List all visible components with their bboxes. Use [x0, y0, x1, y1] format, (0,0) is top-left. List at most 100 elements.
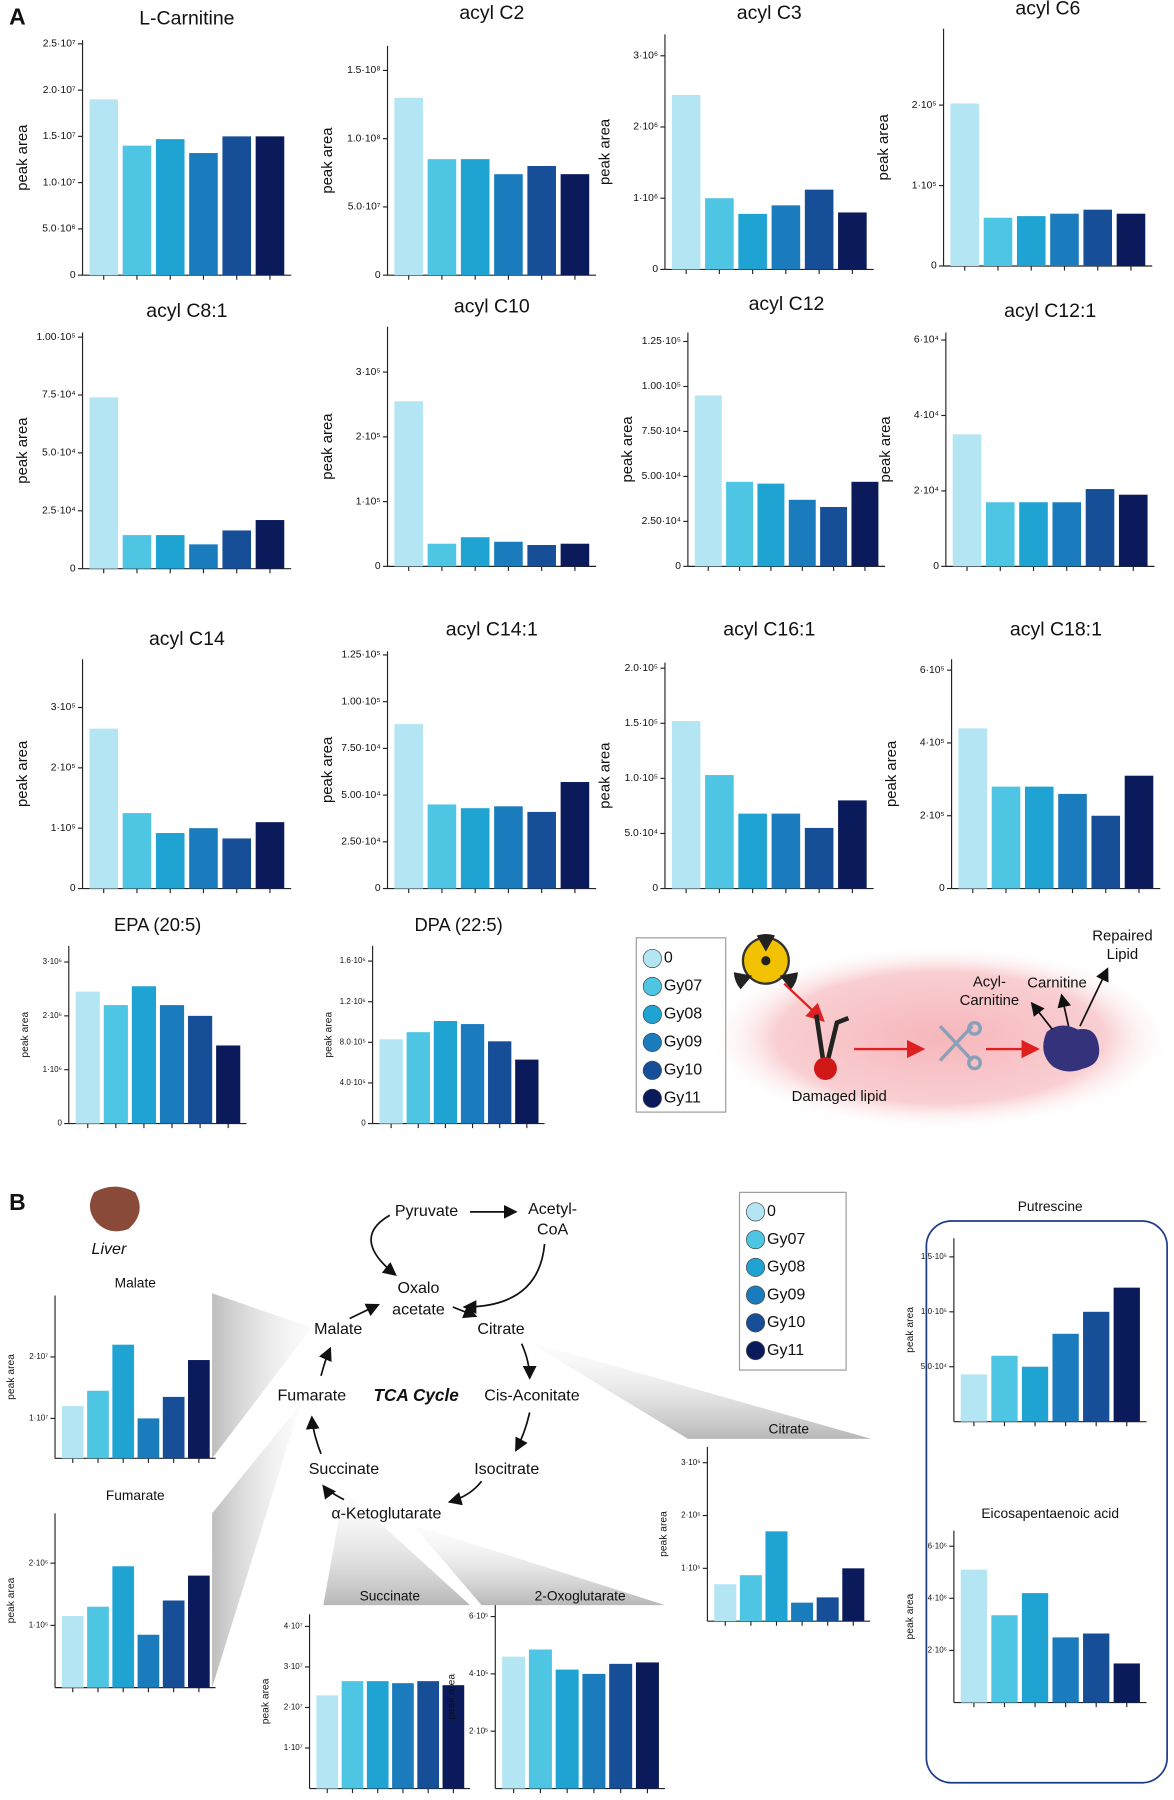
bar	[379, 1039, 403, 1124]
bar	[820, 507, 848, 567]
bar	[694, 395, 722, 567]
chart-title: 2-Oxoglutarate	[535, 1589, 626, 1604]
bar	[705, 775, 734, 889]
bar	[87, 1606, 109, 1688]
chart: acyl C12 peak area 0 2.50·10⁴ 5.00·10⁴ 7.50·1…	[620, 293, 886, 572]
y-tick-label: 1·10⁶	[633, 193, 658, 204]
bar	[137, 1418, 160, 1459]
legend-label: Gy09	[767, 1285, 805, 1303]
bar	[609, 1663, 633, 1789]
schematic-label: Damaged lipid	[792, 1089, 887, 1105]
y-tick-label: 3·10⁶	[43, 957, 62, 966]
y-tick-label: 2.50·10⁴	[642, 516, 681, 527]
y-tick-label: 1.00·10⁵	[341, 696, 380, 707]
shade	[212, 1293, 312, 1459]
y-tick-label: 3·10⁵	[51, 702, 76, 713]
bar	[488, 1041, 512, 1124]
y-tick-label: 4·10⁶	[928, 1593, 947, 1602]
chart-title: acyl C8:1	[146, 300, 227, 322]
bar	[316, 1695, 339, 1789]
y-tick-label: 5.00·10⁴	[642, 471, 681, 482]
chart: acyl C2 peak area 0 5.0·10⁷ 1.0·10⁸ 1.5·10⁸	[320, 2, 597, 281]
legend-label: Gy09	[664, 1033, 702, 1051]
lipid-head	[814, 1057, 837, 1080]
chart: Fumarate peak area 1·10⁶ 2·10⁶	[6, 1488, 216, 1693]
chart-title: acyl C3	[737, 2, 802, 24]
bar	[131, 986, 157, 1124]
y-tick-label: 2.50·10⁴	[341, 837, 380, 848]
y-tick-label: 3·10⁶	[633, 50, 658, 61]
bar	[1058, 793, 1087, 889]
bar	[394, 97, 423, 276]
y-tick-label: 2·10⁵	[356, 432, 381, 443]
bar	[103, 1005, 128, 1124]
legend-label: Gy07	[767, 1230, 805, 1248]
bar	[87, 1390, 109, 1459]
y-tick-label: 1.0·10⁸	[347, 133, 381, 144]
cell-glow	[705, 943, 1174, 1132]
chart-title: Eicosapentaenoic acid	[981, 1506, 1119, 1521]
y-tick-label: 1·10⁷	[29, 1414, 48, 1423]
legend-swatch	[746, 1313, 766, 1333]
bar	[222, 530, 252, 569]
y-axis-label: peak area	[6, 1577, 17, 1623]
chart-title: DPA (22:5)	[414, 914, 502, 935]
legend-frame	[635, 937, 727, 1113]
y-axis-label: peak area	[905, 1593, 916, 1639]
legend-swatch	[746, 1285, 766, 1305]
legend-label: 0	[767, 1202, 776, 1220]
legend-label: Gy11	[664, 1089, 701, 1107]
metabolite: Isocitrate	[474, 1460, 539, 1478]
chart-title: acyl C10	[454, 295, 530, 317]
y-axis-label: peak area	[6, 1354, 17, 1400]
y-tick-label: 6·10⁵	[920, 665, 945, 676]
bar	[1085, 489, 1115, 567]
y-tick-label: 2·10⁵	[920, 810, 945, 821]
bar	[189, 828, 218, 889]
bar	[705, 198, 734, 270]
bar	[560, 782, 590, 889]
y-tick-label: 0	[652, 883, 658, 894]
y-tick-label: 5.0·10⁴	[42, 448, 76, 459]
y-tick-label: 2·10⁶	[29, 1558, 48, 1567]
chart: acyl C10 peak area 0 1·10⁵ 2·10⁵ 3·10⁵	[320, 295, 597, 572]
radiation-blades	[733, 934, 798, 990]
bar	[494, 806, 523, 889]
metabolite: Pyruvate	[395, 1202, 458, 1220]
legend-label: 0	[664, 949, 673, 967]
bar	[366, 1681, 389, 1789]
y-tick-label: 1.5·10⁵	[625, 718, 658, 729]
shade	[212, 1404, 301, 1688]
bar	[494, 541, 523, 567]
y-tick-label: 1.00·10⁵	[642, 381, 681, 392]
legend-swatch	[746, 1341, 766, 1361]
bar	[341, 1681, 364, 1789]
legend: 0 Gy07 Gy08 Gy09 Gy10 Gy11	[738, 1191, 847, 1371]
chart: acyl C8:1 peak area 0 2.5·10⁴ 5.0·10⁴ 7.5·10⁴…	[15, 300, 292, 574]
panel-label: B	[9, 1189, 26, 1215]
bar	[960, 1374, 988, 1422]
y-tick-label: 2·10⁷	[284, 1703, 303, 1712]
schematic-label: Repaired	[1092, 929, 1152, 945]
bar	[155, 535, 185, 569]
y-axis-label: peak area	[659, 1511, 670, 1557]
chart-title: EPA (20:5)	[114, 914, 201, 935]
bar	[61, 1616, 84, 1688]
y-tick-label: 5.0·10⁴	[624, 828, 658, 839]
arrow	[1079, 967, 1109, 1027]
y-axis-label: peak area	[15, 417, 31, 484]
metabolite: α-Ketoglutarate	[331, 1505, 441, 1523]
bar	[442, 1685, 465, 1789]
pathway-arrows	[305, 1204, 546, 1506]
y-tick-label: 3·10⁷	[284, 1662, 303, 1671]
bar	[527, 811, 556, 889]
bar	[460, 808, 490, 889]
tca-diagram: Liver Pyruvate Acetyl- CoA Oxalo acetate…	[89, 1186, 1168, 1784]
y-tick-label: 7.5·10⁴	[42, 390, 76, 401]
bar	[162, 1396, 185, 1459]
bar	[991, 786, 1021, 889]
bar	[427, 543, 457, 567]
chart-title: acyl C18:1	[1010, 619, 1102, 641]
y-tick-label: 6·10⁵	[469, 1612, 488, 1621]
chart: acyl C14:1 peak area 0 2.50·10⁴ 5.00·10⁴ 7.50…	[320, 619, 597, 894]
